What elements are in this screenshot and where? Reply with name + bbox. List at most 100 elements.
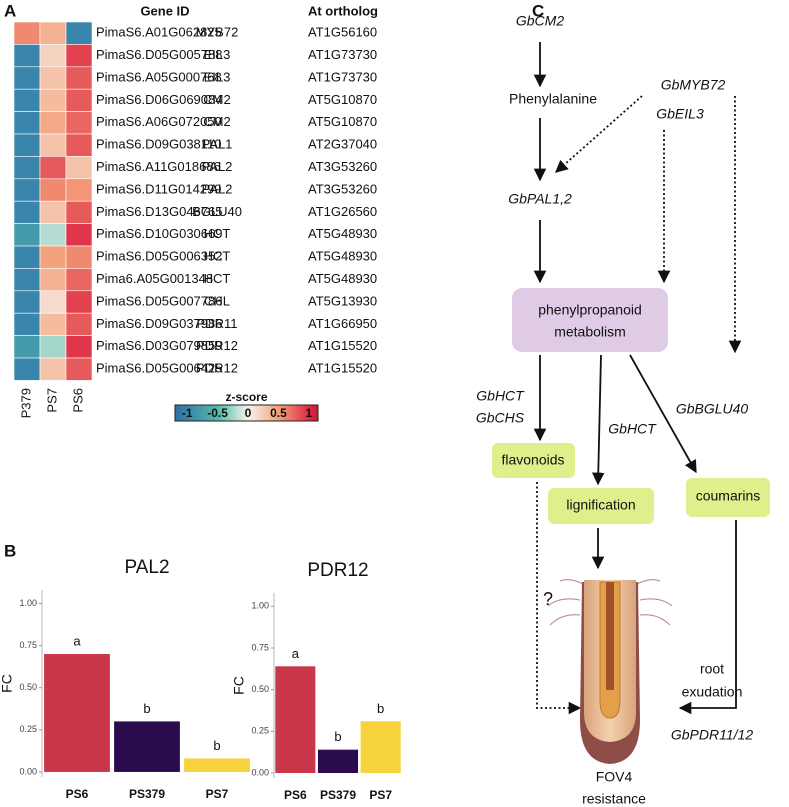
x-tick-label: PS6	[284, 788, 307, 802]
y-axis-label: FC	[0, 674, 15, 693]
heat-cell	[65, 357, 93, 381]
heat-cell	[65, 44, 93, 68]
colorbar-step	[210, 405, 214, 421]
ortholog: AT1G26560	[308, 204, 377, 219]
colorbar-step	[228, 405, 232, 421]
heat-cell	[13, 178, 41, 202]
ortholog: AT3G53260	[308, 181, 377, 196]
diagram-label: GbPDR11/12	[671, 727, 753, 743]
diagram-label: GbMYB72	[661, 77, 726, 93]
diagram-label: FOV4	[596, 769, 633, 785]
y-axis-label: FC	[231, 676, 247, 695]
bar	[184, 758, 250, 772]
heat-cell	[13, 200, 41, 224]
diagram-label: GbCM2	[516, 13, 564, 29]
gene-name: EIL3	[204, 47, 231, 62]
gene-name: PDR12	[196, 338, 238, 353]
colorbar-step	[290, 405, 293, 421]
ortholog: AT3G53260	[308, 159, 377, 174]
gene-name: PDR12	[196, 361, 238, 376]
heat-cell	[39, 44, 67, 68]
heat-cell	[39, 268, 67, 292]
lignification-box	[548, 488, 654, 524]
gene-id: PimaS6.A01G062825	[96, 25, 222, 40]
gene-name: HCT	[204, 226, 231, 241]
colorbar-step	[262, 405, 265, 421]
chart-title: PAL2	[124, 557, 169, 578]
heat-cell	[39, 290, 67, 314]
ortholog: AT1G73730	[308, 47, 377, 62]
heat-cell	[39, 178, 67, 202]
colorbar-step	[250, 405, 253, 421]
colorbar-step	[258, 405, 261, 421]
gene-name: CHL	[204, 293, 230, 308]
diagram-label: ?	[543, 589, 553, 609]
colorbar-frame	[174, 404, 319, 422]
arrow	[678, 520, 737, 715]
root-illustration	[547, 579, 673, 764]
gene-id: PimaS6.D05G005788	[96, 47, 222, 62]
arrow	[536, 482, 582, 715]
heat-cell	[65, 312, 93, 336]
colorbar-step	[216, 405, 220, 421]
heat-cell	[13, 245, 41, 269]
heat-cell	[13, 335, 41, 359]
gene-id: PimaS6.D09G038110	[96, 137, 222, 152]
colorbar-step	[276, 405, 279, 421]
colorbar-step	[214, 405, 218, 421]
gene-name: CM2	[203, 114, 230, 129]
colorbar-step	[236, 405, 240, 421]
root-core	[606, 582, 614, 690]
heat-cell	[13, 133, 41, 157]
column-label: PS7	[44, 388, 59, 413]
arrow	[591, 354, 605, 486]
gene-id: PimaS6.A05G000768	[96, 69, 222, 84]
colorbar-step	[268, 405, 271, 421]
heat-cell	[65, 223, 93, 247]
colorbar-step	[222, 405, 226, 421]
colorbar-step	[312, 405, 315, 421]
colorbar-step	[175, 405, 178, 421]
gene-name: PDR11	[197, 316, 238, 331]
ortholog: AT5G10870	[308, 92, 377, 107]
colorbar-step	[282, 405, 285, 421]
bar	[360, 721, 401, 773]
gene-id: PimaS6.D11G014299	[96, 181, 222, 196]
colorbar-step	[226, 405, 230, 421]
colorbar-step	[192, 405, 196, 421]
colorbar-step	[186, 405, 190, 421]
colorbar-step	[274, 405, 277, 421]
column-label: P379	[18, 388, 33, 418]
significance-letter: b	[334, 729, 341, 744]
colorbar-step	[240, 405, 244, 421]
gene-id: PimaS6.D10G030669	[96, 226, 222, 241]
colorbar-step	[302, 405, 305, 421]
colorbar-step	[284, 405, 287, 421]
heat-cell	[13, 312, 41, 336]
gene-id: PimaS6.D06G069084	[96, 92, 222, 107]
heat-cell	[65, 66, 93, 90]
y-tick-label: 0.75	[251, 642, 269, 652]
heat-cell	[13, 268, 41, 292]
colorbar-step	[254, 405, 257, 421]
heat-cell	[13, 223, 41, 247]
heat-cell	[65, 268, 93, 292]
gene-name: PAL1	[202, 137, 233, 152]
heat-cell	[13, 357, 41, 381]
heat-cell	[39, 156, 67, 180]
ortholog: AT1G15520	[308, 338, 377, 353]
colorbar-step	[200, 405, 204, 421]
colorbar-step	[286, 405, 289, 421]
ortholog: AT1G15520	[308, 361, 377, 376]
diagram-label: GbBGLU40	[676, 401, 749, 417]
chart-title: PDR12	[307, 560, 368, 581]
colorbar-step	[314, 405, 317, 421]
heat-cell	[39, 223, 67, 247]
colorbar-step	[266, 405, 269, 421]
colorbar-tick-label: 0	[245, 406, 252, 420]
gene-id: PimaS6.A11G018686	[96, 159, 221, 174]
heat-cell	[65, 290, 93, 314]
column-label: PS6	[70, 388, 85, 413]
diagram-label: phenylpropanoid	[538, 302, 642, 318]
column-header: Gene ID	[140, 3, 189, 18]
